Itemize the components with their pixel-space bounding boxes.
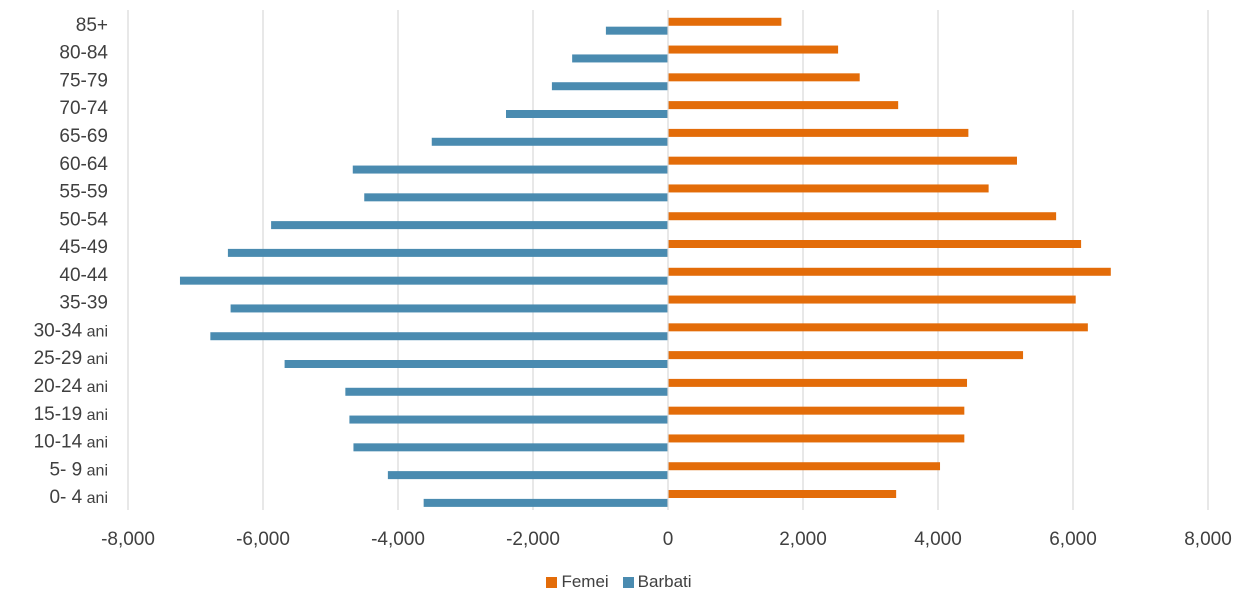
bar-barbati xyxy=(551,82,668,91)
category-label: 30-34 ani xyxy=(34,320,108,341)
category-label: 10-14 ani xyxy=(34,432,108,453)
bar-barbati xyxy=(210,332,668,341)
bar-femei xyxy=(668,323,1088,332)
category-label: 75-79 xyxy=(59,70,108,91)
population-pyramid-chart: 0- 4 ani 5- 9 ani 10-14 ani 15-19 ani 20-24 … xyxy=(34,10,1232,550)
legend-item-barbati: Barbati xyxy=(622,572,692,592)
category-label: 80-84 xyxy=(59,43,108,64)
bar-femei xyxy=(668,295,1076,304)
category-label: 70-74 xyxy=(59,98,108,119)
bar-femei xyxy=(668,462,941,471)
bar-femei xyxy=(668,240,1082,248)
bar-barbati xyxy=(230,304,668,313)
series-barbati xyxy=(179,26,668,507)
bar-barbati xyxy=(605,26,668,35)
bar-femei xyxy=(668,406,965,415)
bar-femei xyxy=(668,378,968,387)
bar-femei xyxy=(668,45,839,54)
x-tick-label: 4,000 xyxy=(914,529,962,550)
legend-swatch-barbati xyxy=(622,576,634,588)
category-label: 35-39 xyxy=(59,293,108,314)
legend: Femei Barbati xyxy=(0,572,1238,592)
category-label: 15-19 ani xyxy=(34,404,108,425)
bar-barbati xyxy=(284,360,668,368)
gridlines xyxy=(127,10,1209,510)
bar-barbati xyxy=(364,193,668,202)
category-label: 5- 9 ani xyxy=(49,459,108,480)
bar-barbati xyxy=(353,443,668,452)
bar-barbati xyxy=(431,137,668,146)
bar-femei xyxy=(668,156,1017,165)
x-tick-label: -4,000 xyxy=(371,529,425,550)
category-label: 45-49 xyxy=(59,237,108,258)
category-label: 85+ xyxy=(76,15,108,36)
bar-barbati xyxy=(179,276,668,285)
bar-barbati xyxy=(572,54,668,63)
x-tick-label: -2,000 xyxy=(506,529,560,550)
bar-femei xyxy=(668,17,782,26)
category-label: 0- 4 ani xyxy=(49,487,108,508)
x-tick-label: 6,000 xyxy=(1049,529,1097,550)
category-labels: 0- 4 ani 5- 9 ani 10-14 ani 15-19 ani 20-24 … xyxy=(34,15,109,508)
bar-femei xyxy=(668,101,899,110)
category-label: 55-59 xyxy=(59,182,108,203)
category-label: 25-29 ani xyxy=(34,348,108,369)
bar-femei xyxy=(668,434,965,443)
legend-label-barbati: Barbati xyxy=(637,572,692,591)
series-femei xyxy=(668,17,1111,498)
bar-barbati xyxy=(349,415,668,424)
category-label: 60-64 xyxy=(59,154,108,175)
legend-swatch-femei xyxy=(546,576,558,588)
x-tick-label: -8,000 xyxy=(101,529,155,550)
bar-barbati xyxy=(227,248,668,257)
bar-barbati xyxy=(506,110,668,118)
bar-barbati xyxy=(271,221,668,230)
bar-femei xyxy=(668,490,897,498)
x-tick-label: 0 xyxy=(663,529,674,550)
x-tick-label: 8,000 xyxy=(1184,529,1232,550)
legend-label-femei: Femei xyxy=(561,572,609,591)
bar-barbati xyxy=(345,387,668,396)
x-tick-labels: -8,000 -6,000 -4,000 -2,000 0 2,000 4,000 6,000… xyxy=(101,529,1232,550)
legend-item-femei: Femei xyxy=(546,572,609,592)
bar-femei xyxy=(668,128,969,137)
bar-barbati xyxy=(352,165,668,174)
bar-femei xyxy=(668,212,1057,221)
bar-barbati xyxy=(423,498,668,507)
bar-femei xyxy=(668,73,860,82)
category-label: 40-44 xyxy=(59,265,108,286)
category-label: 50-54 xyxy=(59,209,108,230)
category-label: 20-24 ani xyxy=(34,376,108,397)
bar-barbati xyxy=(387,471,668,480)
bar-femei xyxy=(668,184,989,193)
bar-femei xyxy=(668,267,1111,276)
bar-femei xyxy=(668,351,1024,360)
x-tick-label: 2,000 xyxy=(779,529,827,550)
category-label: 65-69 xyxy=(59,126,108,147)
x-tick-label: -6,000 xyxy=(236,529,290,550)
